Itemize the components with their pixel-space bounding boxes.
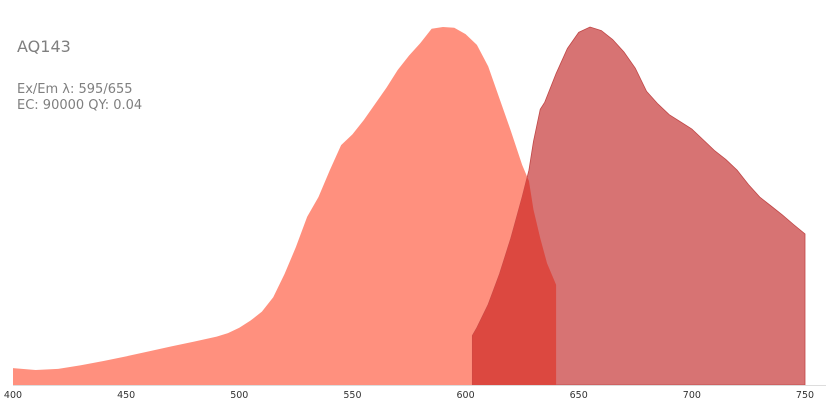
- x-tick-label: 600: [456, 390, 474, 401]
- x-tick-label: 450: [117, 390, 135, 401]
- x-tick-label: 550: [343, 390, 361, 401]
- x-tick-label: 700: [683, 390, 701, 401]
- excitation-area: [13, 27, 557, 385]
- spectra-areas: [13, 26, 806, 386]
- x-tick-label: 400: [4, 390, 22, 401]
- x-tick-label: 500: [230, 390, 248, 401]
- x-tick-label: 750: [796, 390, 814, 401]
- x-axis-ticks: 400 450 500 550 600 650 700 750: [4, 390, 814, 401]
- chart-title: AQ143: [17, 37, 71, 56]
- ex-em-wavelength-label: Ex/Em λ: 595/655: [17, 82, 133, 97]
- ec-qy-label: EC: 90000 QY: 0.04: [17, 98, 142, 113]
- x-tick-label: 650: [570, 390, 588, 401]
